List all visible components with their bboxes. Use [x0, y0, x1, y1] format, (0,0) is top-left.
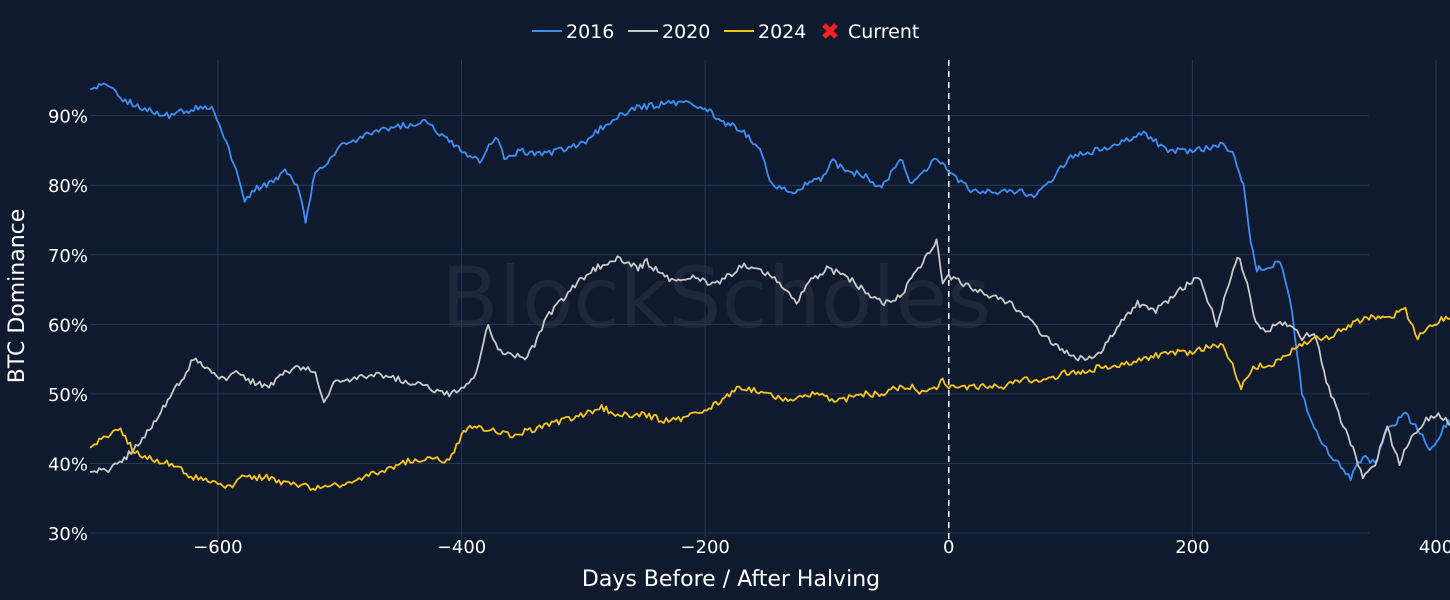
y-tick-labels: 30% 40% 50% 60% 70% 80% 90%: [48, 107, 88, 545]
legend-item-2016[interactable]: 2016: [532, 21, 614, 43]
series-lines: [89, 82, 1450, 491]
legend-label: Current: [848, 21, 919, 43]
y-tick-label: 70%: [48, 246, 88, 267]
legend-label: 2024: [758, 21, 806, 43]
y-axis-title: BTC Dominance: [5, 209, 30, 384]
legend-item-2020[interactable]: 2020: [628, 21, 710, 43]
y-tick-label: 50%: [48, 385, 88, 406]
x-tick-label: 0: [943, 537, 954, 558]
legend-swatch: [822, 23, 838, 39]
y-tick-label: 40%: [48, 454, 88, 475]
x-axis-title: Days Before / After Halving: [582, 567, 880, 592]
series-line-2016: [89, 82, 1450, 481]
x-tick-label: 400: [1419, 537, 1450, 558]
y-tick-label: 60%: [48, 315, 88, 336]
x-tick-label: 200: [1175, 537, 1209, 558]
legend-item-current[interactable]: Current: [822, 21, 919, 43]
y-tick-label: 90%: [48, 107, 88, 128]
x-tick-label: −600: [193, 537, 242, 558]
y-tick-label: 80%: [48, 176, 88, 197]
y-gridlines: [90, 115, 1369, 534]
y-tick-label: 30%: [48, 524, 88, 545]
series-line-2020: [89, 238, 1450, 480]
x-tick-label: −400: [437, 537, 486, 558]
watermark-text: BlockScholes: [441, 249, 991, 347]
legend-item-2024[interactable]: 2024: [724, 21, 806, 43]
legend: 2016 2020 2024 Current: [532, 21, 919, 43]
series-line-2024: [89, 306, 1450, 491]
legend-label: 2016: [566, 21, 614, 43]
legend-label: 2020: [662, 21, 710, 43]
x-tick-label: −200: [680, 537, 729, 558]
x-tick-labels: −600−400−2000200400600: [193, 537, 1450, 558]
